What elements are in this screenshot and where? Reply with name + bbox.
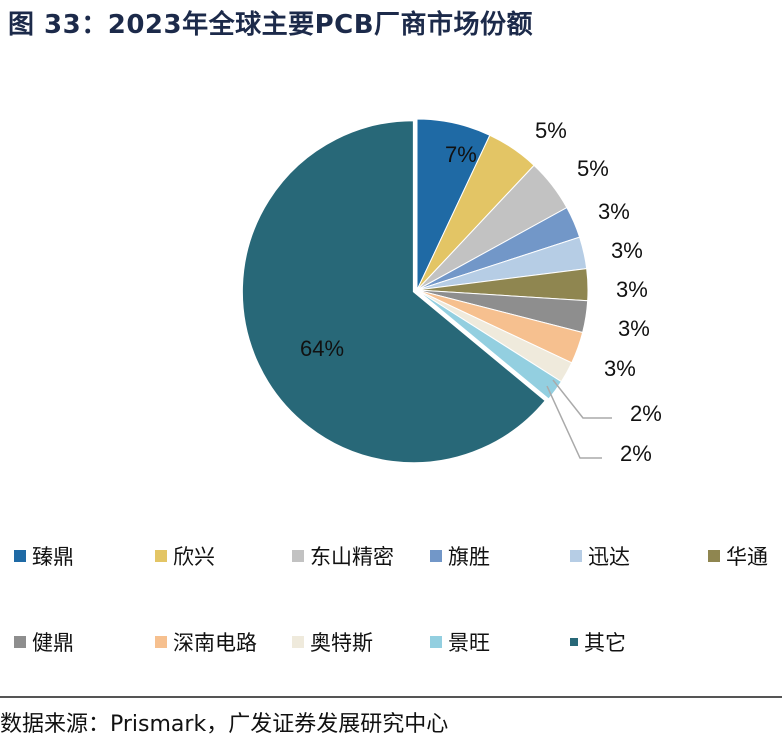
data-label: 7% <box>445 142 477 167</box>
data-label: 3% <box>616 277 648 302</box>
legend-item: 其它 <box>570 627 626 657</box>
data-label: 5% <box>535 118 567 143</box>
legend-label: 欣兴 <box>173 545 215 569</box>
legend-item: 健鼎 <box>14 627 74 657</box>
legend-item: 臻鼎 <box>14 541 74 571</box>
legend-swatch <box>292 550 304 562</box>
legend-swatch <box>708 550 720 562</box>
pie-slice-11 <box>241 120 546 464</box>
legend-label: 华通 <box>726 545 768 569</box>
legend-item: 欣兴 <box>155 541 215 571</box>
data-label: 3% <box>604 356 636 381</box>
legend-label: 东山精密 <box>310 545 394 569</box>
data-label: 5% <box>577 156 609 181</box>
legend-label: 臻鼎 <box>32 545 74 569</box>
legend-item: 奥特斯 <box>292 627 373 657</box>
legend-swatch <box>570 550 582 562</box>
legend-swatch <box>430 636 442 648</box>
legend-item: 景旺 <box>430 627 490 657</box>
divider <box>0 696 782 698</box>
leader-line <box>552 379 612 419</box>
data-label: 2% <box>620 441 652 466</box>
legend-item: 深南电路 <box>155 627 257 657</box>
legend-label: 迅达 <box>588 545 630 569</box>
data-label: 3% <box>598 199 630 224</box>
data-label: 3% <box>618 316 650 341</box>
legend-item: 华通 <box>708 541 768 571</box>
source-note: 数据来源：Prismark，广发证券发展研究中心 <box>0 712 449 737</box>
legend-swatch <box>14 636 26 648</box>
leader-line <box>546 385 602 459</box>
legend-label: 其它 <box>584 631 626 655</box>
legend-item: 迅达 <box>570 541 630 571</box>
legend-swatch <box>570 638 578 646</box>
legend-swatch <box>14 550 26 562</box>
data-label: 2% <box>630 401 662 426</box>
legend-label: 景旺 <box>448 631 490 655</box>
legend-label: 深南电路 <box>173 631 257 655</box>
legend-label: 旗胜 <box>448 545 490 569</box>
legend-swatch <box>292 636 304 648</box>
data-label: 64% <box>300 336 344 361</box>
legend-label: 健鼎 <box>32 631 74 655</box>
legend-swatch <box>430 550 442 562</box>
pie-slice-10 <box>416 289 563 400</box>
legend-label: 奥特斯 <box>310 631 373 655</box>
chart-title: 图 33：2023年全球主要PCB厂商市场份额 <box>8 10 534 40</box>
legend-swatch <box>155 550 167 562</box>
legend-item: 东山精密 <box>292 541 394 571</box>
pie-chart: 7% 5% 5% 3% 3% 3% 3% 3% 2% 2% 64% <box>241 118 662 466</box>
legend-swatch <box>155 636 167 648</box>
legend-item: 旗胜 <box>430 541 490 571</box>
data-label: 3% <box>611 238 643 263</box>
